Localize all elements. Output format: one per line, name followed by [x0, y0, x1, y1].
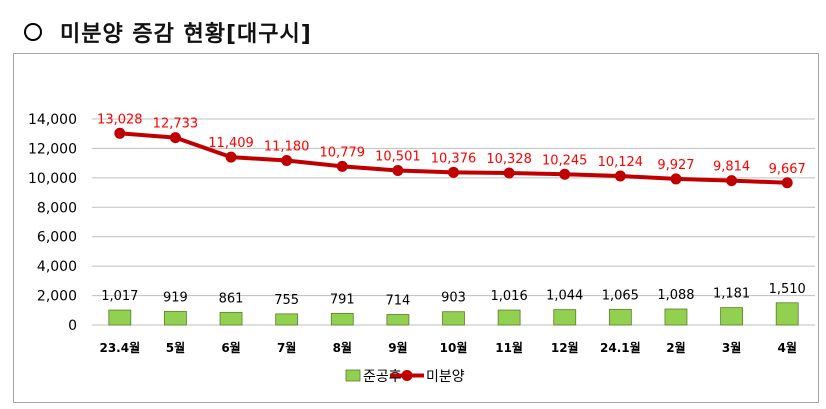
legend-swatch-bar — [345, 369, 361, 382]
bar — [720, 307, 743, 326]
bar-data-label: 1,044 — [546, 289, 583, 304]
line-data-label: 9,927 — [657, 158, 694, 173]
line-data-label: 10,779 — [320, 145, 366, 160]
x-tick-label: 24.1월 — [600, 340, 641, 355]
line-data-label: 9,667 — [769, 162, 806, 177]
x-tick-label: 3월 — [722, 340, 741, 355]
bar-data-label: 714 — [385, 293, 410, 308]
x-tick-label: 11월 — [495, 340, 523, 355]
bar-data-label: 791 — [330, 292, 355, 307]
x-tick-label: 7월 — [277, 340, 296, 355]
y-tick-label: 2,000 — [37, 289, 77, 305]
legend-label: 미분양 — [426, 369, 465, 385]
y-tick-label: 14,000 — [28, 112, 77, 128]
line-point — [503, 167, 515, 179]
line-point — [225, 151, 237, 163]
bar — [553, 309, 577, 326]
bar-data-label: 1,510 — [769, 282, 806, 297]
y-tick-label: 0 — [68, 318, 77, 334]
bar-data-label: 903 — [441, 291, 466, 306]
line-point — [281, 154, 293, 166]
legend-label: 준공후 — [363, 369, 402, 385]
bar — [664, 308, 688, 326]
line-data-label: 10,245 — [542, 153, 588, 168]
y-tick-label: 8,000 — [37, 200, 77, 216]
chart-frame — [13, 53, 819, 403]
bar — [164, 311, 187, 326]
bar — [219, 311, 243, 326]
bar-data-label: 1,065 — [602, 288, 639, 303]
y-tick-label: 6,000 — [37, 230, 77, 246]
bar — [775, 302, 799, 326]
line-data-label: 10,124 — [598, 155, 644, 170]
line-point — [614, 170, 626, 182]
line-point — [392, 164, 404, 176]
bar — [108, 309, 132, 326]
line-data-label: 10,501 — [375, 149, 421, 164]
bar — [608, 308, 632, 326]
line-point — [448, 166, 459, 178]
x-tick-label: 2월 — [666, 340, 685, 355]
x-tick-label: 6월 — [221, 340, 240, 355]
bar-data-label: 1,088 — [657, 288, 694, 303]
line-point — [114, 127, 126, 139]
line-point — [781, 177, 793, 189]
line-data-label: 11,180 — [264, 139, 310, 154]
x-tick-label: 23.4월 — [99, 340, 140, 355]
line-data-label: 13,028 — [97, 112, 143, 127]
line-point — [559, 168, 571, 180]
line-data-label: 10,328 — [486, 152, 532, 167]
bar — [442, 311, 465, 326]
circle-bullet-icon — [24, 23, 42, 41]
line-data-label: 9,814 — [713, 160, 750, 175]
bar — [497, 309, 521, 326]
line-point — [670, 173, 682, 185]
legend-swatch-marker — [401, 370, 413, 381]
bar-data-label: 1,017 — [101, 289, 138, 304]
x-tick-label: 10월 — [440, 340, 468, 355]
line-data-label: 10,376 — [431, 151, 477, 166]
line-point — [336, 160, 348, 172]
y-tick-label: 12,000 — [28, 141, 77, 157]
line-point — [169, 132, 181, 144]
x-tick-label: 8월 — [333, 340, 352, 355]
line-point — [726, 175, 738, 187]
bar-data-label: 755 — [274, 293, 299, 308]
bar — [275, 313, 299, 326]
x-tick-label: 4월 — [777, 340, 796, 355]
x-tick-label: 5월 — [166, 340, 185, 355]
bar-data-label: 861 — [219, 291, 244, 306]
bar-data-label: 1,016 — [491, 289, 528, 304]
bar-data-label: 1,181 — [713, 287, 750, 302]
bar-data-label: 919 — [163, 290, 188, 305]
bar — [330, 312, 354, 326]
line-data-label: 12,733 — [153, 117, 199, 132]
bar — [386, 314, 410, 326]
x-tick-label: 9월 — [388, 340, 407, 355]
page-header: 미분양 증감 현황[대구시] — [8, 14, 312, 50]
x-tick-label: 12월 — [551, 340, 579, 355]
y-tick-label: 10,000 — [28, 171, 77, 187]
line-data-label: 11,409 — [208, 136, 254, 151]
y-tick-label: 4,000 — [37, 259, 77, 275]
page-title: 미분양 증감 현황[대구시] — [60, 22, 312, 47]
